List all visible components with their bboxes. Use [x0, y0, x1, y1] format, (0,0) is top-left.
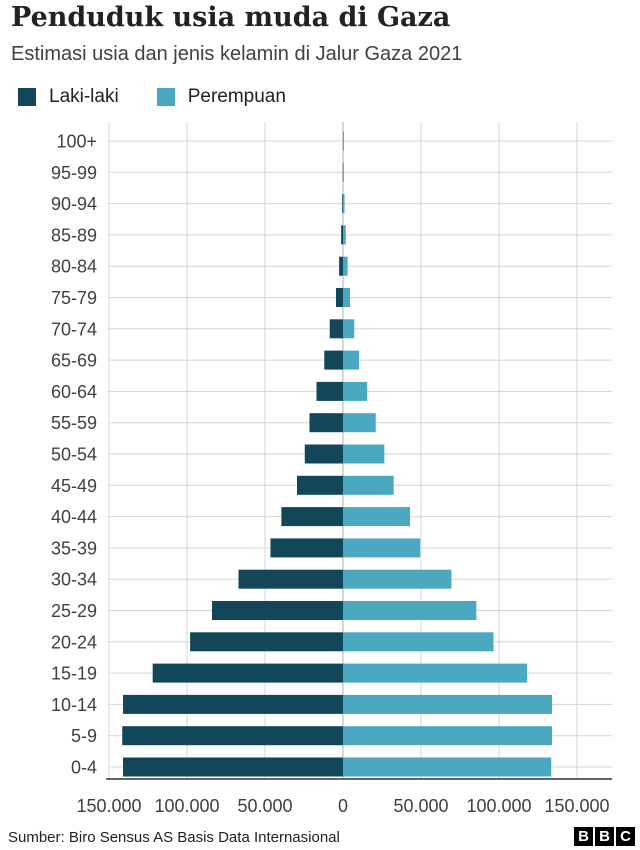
age-group-label: 35-39 [51, 538, 97, 558]
bar-male [339, 256, 343, 276]
bar-female [343, 381, 368, 401]
bar-male [341, 225, 343, 245]
bar-male [152, 663, 343, 683]
bar-female [343, 162, 344, 182]
bar-male [281, 507, 343, 527]
bar-male [329, 319, 343, 339]
age-group-label: 80-84 [51, 257, 97, 277]
age-group-label: 55-59 [51, 413, 97, 433]
bar-male [316, 381, 343, 401]
age-group-label: 75-79 [51, 288, 97, 308]
bar-female [343, 632, 494, 652]
bar-male [296, 475, 343, 495]
bar-male [342, 194, 344, 214]
bbc-logo: B B C [572, 827, 635, 846]
bar-female [343, 413, 376, 433]
bar-female [343, 225, 346, 245]
bar-male [123, 694, 343, 714]
x-tick-label: 100.000 [466, 796, 531, 816]
legend-swatch-male [18, 88, 36, 106]
age-group-label: 20-24 [51, 632, 97, 652]
bar-female [343, 194, 345, 214]
legend-swatch-female [156, 88, 175, 106]
legend-item-male: Laki-laki [18, 86, 119, 108]
bar-male [238, 569, 343, 589]
age-group-label: 5-9 [71, 726, 97, 746]
bar-female [343, 256, 348, 276]
bar-male [304, 444, 343, 464]
bar-female [343, 475, 394, 495]
age-group-label: 100+ [56, 132, 97, 152]
bar-male [270, 538, 343, 558]
x-tick-label: 0 [338, 796, 348, 816]
age-group-label: 45-49 [51, 476, 97, 496]
legend-label-female: Perempuan [187, 86, 286, 107]
x-tick-label: 100.000 [154, 796, 219, 816]
x-tick-label: 150.000 [76, 796, 141, 816]
bar-female [343, 350, 360, 370]
bar-male [190, 632, 343, 652]
bar-female [343, 507, 411, 527]
age-group-label: 30-34 [51, 570, 97, 590]
bar-female [343, 444, 385, 464]
age-group-label: 85-89 [51, 225, 97, 245]
bar-male [309, 413, 343, 433]
chart-subtitle: Estimasi usia dan jenis kelamin di Jalur… [11, 43, 463, 65]
bar-female [343, 757, 552, 777]
bbc-logo-letter: B [574, 827, 593, 846]
bar-female [343, 694, 553, 714]
bar-female [343, 726, 553, 746]
bbc-logo-letter: C [616, 827, 635, 846]
legend-item-female: Perempuan [156, 86, 286, 108]
legend-label-male: Laki-laki [49, 86, 119, 107]
bbc-logo-letter: B [595, 827, 614, 846]
bar-male [122, 726, 343, 746]
age-group-label: 60-64 [51, 382, 97, 402]
age-group-label: 50-54 [51, 445, 97, 465]
bar-female [343, 538, 421, 558]
age-group-label: 70-74 [51, 319, 97, 339]
age-group-label: 65-69 [51, 351, 97, 371]
bar-female [343, 663, 528, 683]
age-group-label: 15-19 [51, 664, 97, 684]
population-pyramid-chart: 150.000 100.000 50.000 0 50.000 100.000 150.00… [51, 122, 612, 816]
bar-female [343, 288, 351, 307]
legend: Laki-laki Perempuan [18, 85, 324, 109]
age-group-label: 10-14 [51, 695, 97, 715]
age-group-label: 25-29 [51, 601, 97, 621]
x-tick-label: 150.000 [544, 796, 609, 816]
age-group-label: 90-94 [51, 194, 97, 214]
x-tick-label: 50.000 [237, 796, 292, 816]
bar-male [324, 350, 343, 370]
bar-female [343, 569, 452, 589]
age-group-label: 0-4 [71, 758, 97, 778]
bar-female [343, 319, 355, 339]
source-note: Sumber: Biro Sensus AS Basis Data Intern… [8, 829, 340, 846]
x-tick-label: 50.000 [393, 796, 448, 816]
bar-female [343, 131, 344, 151]
bar-male [211, 601, 343, 620]
bar-male [335, 288, 343, 307]
age-group-label: 40-44 [51, 507, 97, 527]
bar-female [343, 601, 477, 620]
bar-male [123, 757, 343, 777]
age-group-label: 95-99 [51, 163, 97, 183]
chart-title: Penduduk usia muda di Gaza [11, 2, 451, 33]
